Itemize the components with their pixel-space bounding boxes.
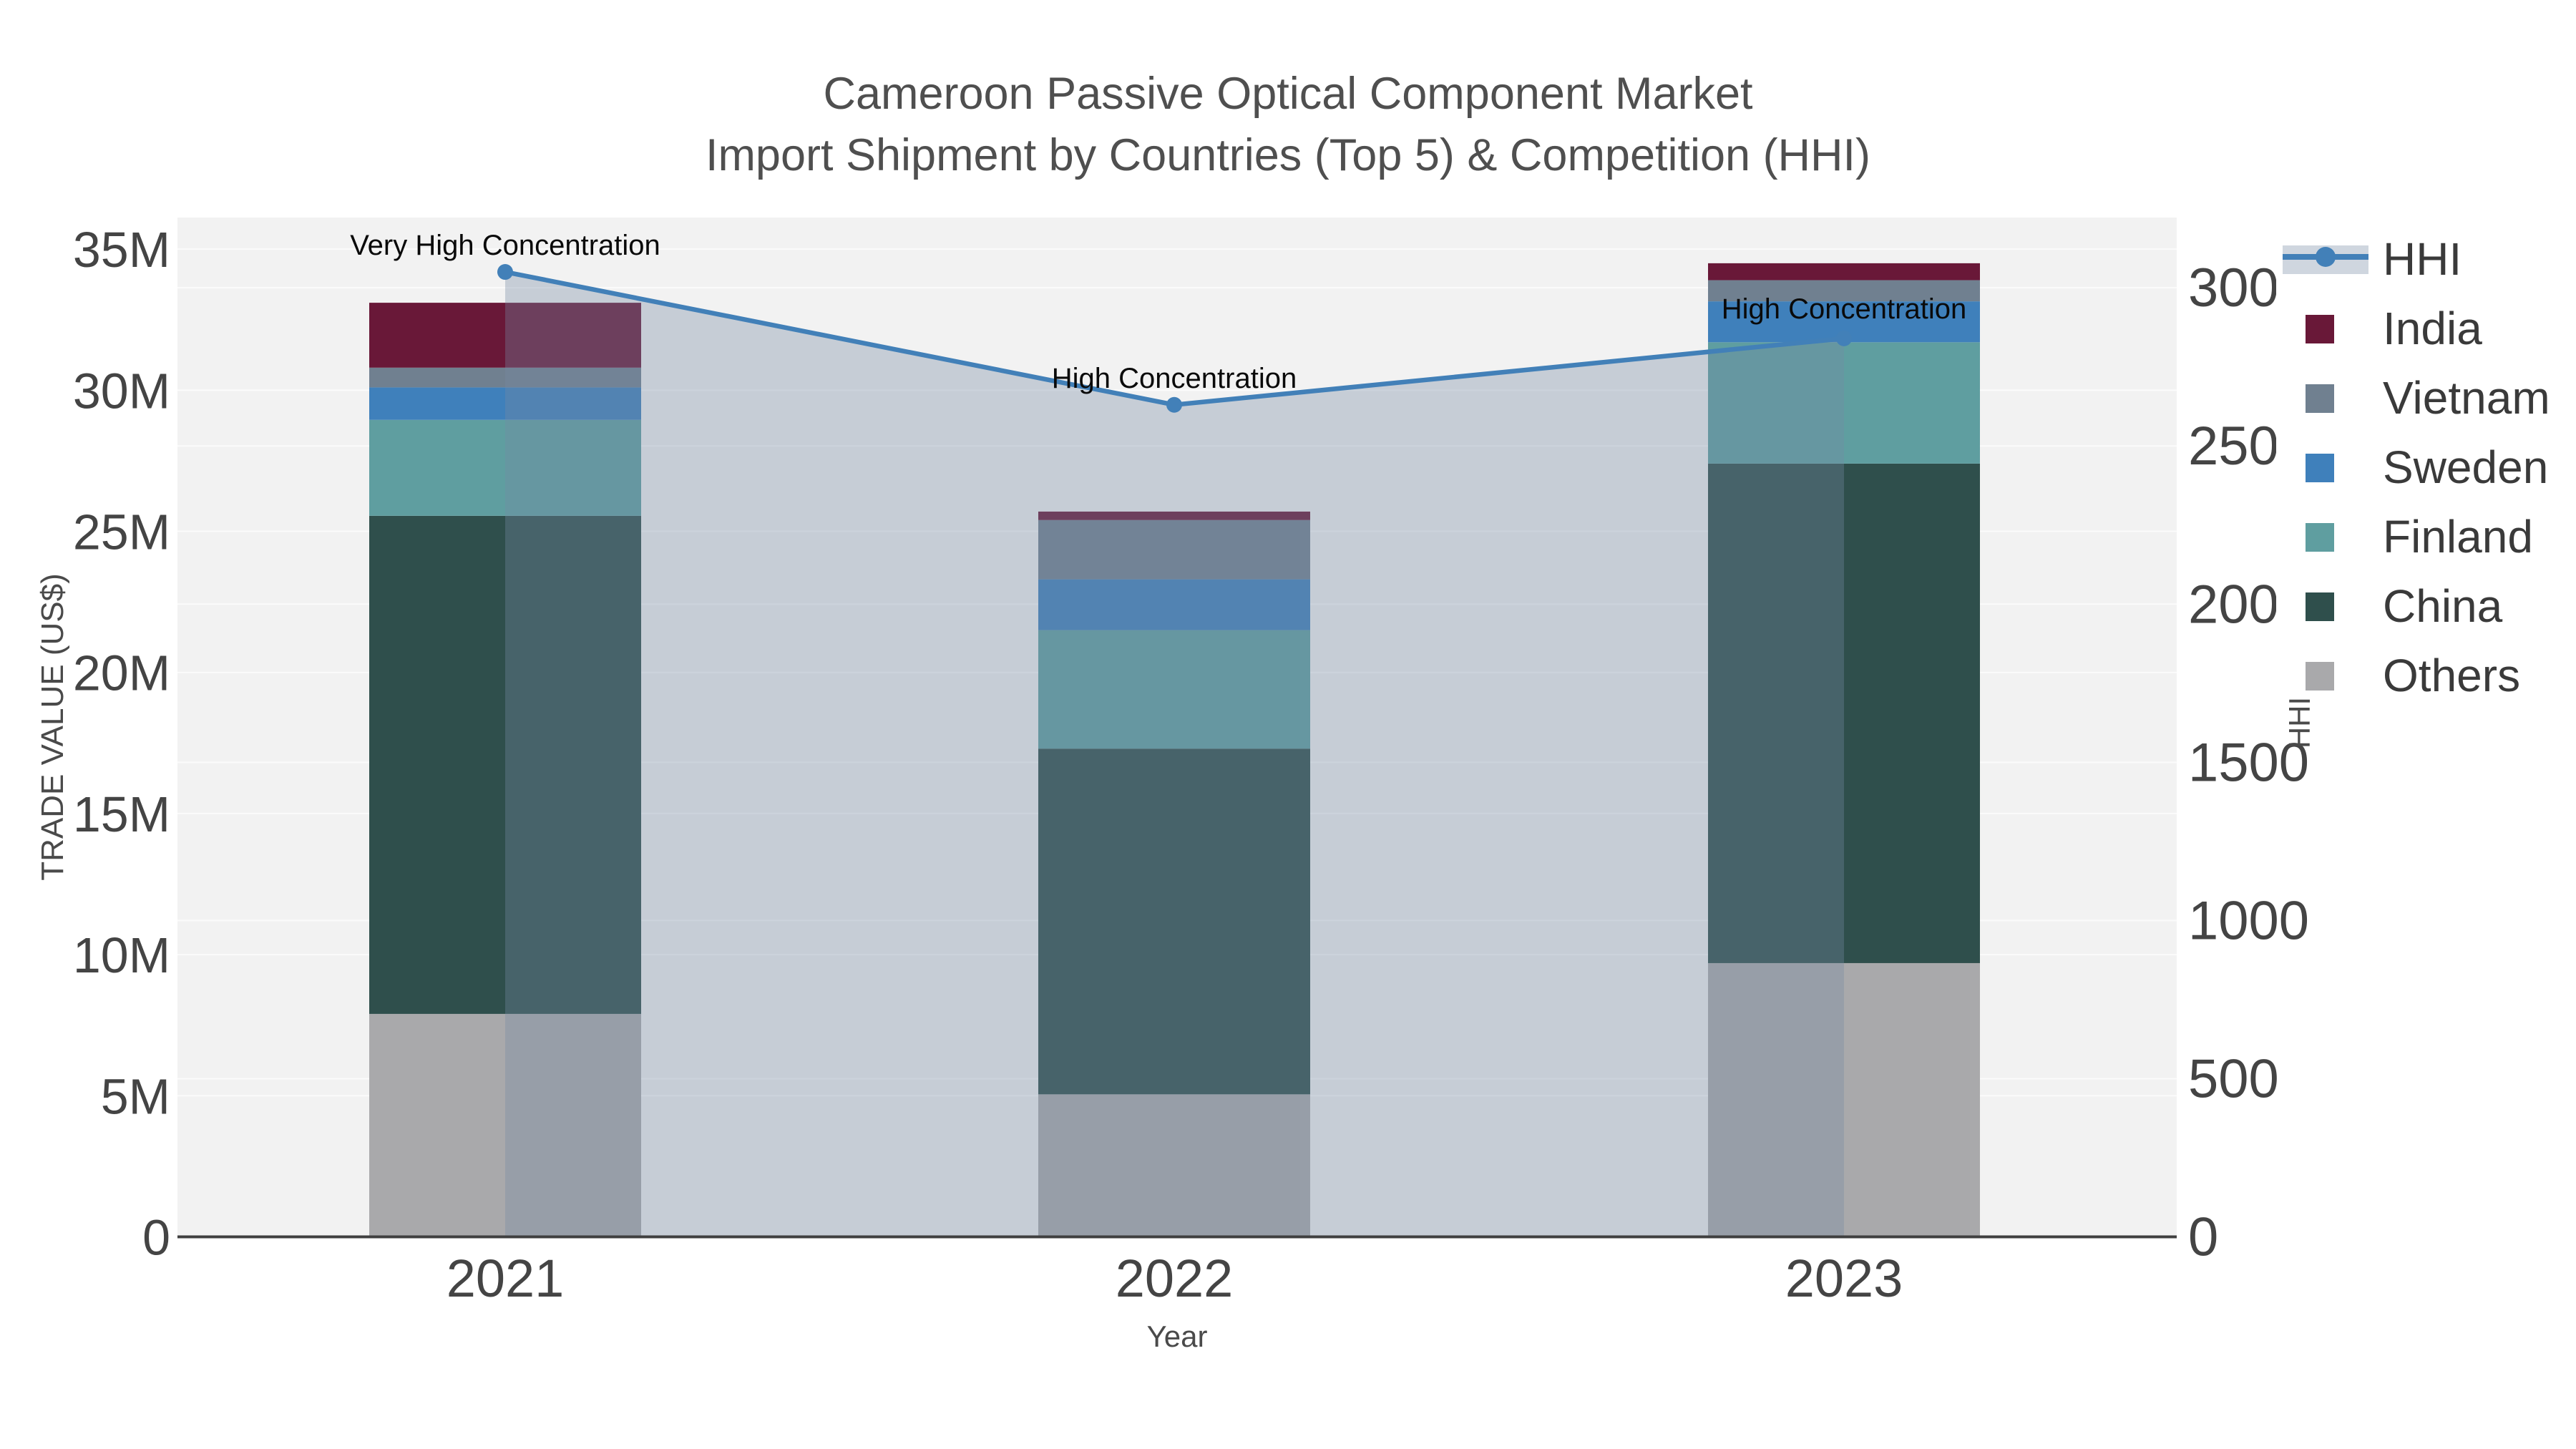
legend-item-sweden[interactable]: Sweden xyxy=(2306,441,2548,493)
hhi-marker-2023 xyxy=(1836,330,1852,346)
y2-axis-title: HHI xyxy=(2283,697,2316,748)
legend-swatch-vietnam xyxy=(2306,384,2334,413)
y1-tick-label: 25M xyxy=(73,504,170,560)
legend-swatch-sweden xyxy=(2306,454,2334,482)
hhi-marker-2021 xyxy=(497,264,513,280)
legend-hhi-marker-sample xyxy=(2316,247,2336,267)
bar-segment-india-2021 xyxy=(369,303,641,368)
y1-tick-label: 15M xyxy=(73,786,170,842)
legend-swatch-others xyxy=(2306,662,2334,691)
y1-tick-labels: 0 5M 10M 15M 20M 25M 30M 35M xyxy=(73,222,170,1265)
bar-segment-china-2022 xyxy=(1038,748,1310,1095)
bar-segment-vietnam-2021 xyxy=(369,367,641,388)
y1-axis-title: TRADE VALUE (US$) xyxy=(35,573,70,881)
y1-tick-label: 20M xyxy=(73,645,170,701)
y1-tick-label: 5M xyxy=(101,1068,170,1124)
y1-tick-label: 10M xyxy=(73,927,170,983)
annotation-2021: Very High Concentration xyxy=(350,230,660,261)
annotation-2022: High Concentration xyxy=(1052,363,1297,394)
bar-segment-sweden-2022 xyxy=(1038,579,1310,630)
legend-label-sweden: Sweden xyxy=(2383,441,2548,493)
bar-segment-finland-2021 xyxy=(369,419,641,516)
y2-tick-label: 0 xyxy=(2188,1207,2218,1268)
x-axis-title: Year xyxy=(1147,1319,1208,1353)
bar-segment-india-2022 xyxy=(1038,511,1310,520)
legend-item-india[interactable]: India xyxy=(2306,303,2482,354)
hhi-marker-2022 xyxy=(1166,396,1182,413)
y1-tick-label: 30M xyxy=(73,363,170,419)
legend-item-finland[interactable]: Finland xyxy=(2306,511,2533,562)
hhi-area-fill xyxy=(505,272,1844,1237)
bar-segment-china-2021 xyxy=(369,515,641,1014)
bar-segment-finland-2023 xyxy=(1708,342,1980,464)
y1-tick-label: 0 xyxy=(142,1210,170,1266)
bar-segment-vietnam-2022 xyxy=(1038,519,1310,580)
bar-segment-vietnam-2023 xyxy=(1708,280,1980,302)
bar-segment-china-2023 xyxy=(1708,463,1980,963)
legend-label-finland: Finland xyxy=(2383,511,2533,562)
bar-segment-sweden-2021 xyxy=(369,387,641,420)
legend-item-china[interactable]: China xyxy=(2306,580,2503,632)
bar-segment-others-2021 xyxy=(369,1013,641,1237)
legend-item-hhi[interactable]: HHI xyxy=(2283,233,2462,285)
legend-swatch-china xyxy=(2306,592,2334,621)
legend-label-india: India xyxy=(2383,303,2482,354)
y2-tick-label: 500 xyxy=(2188,1048,2279,1109)
legend-label-china: China xyxy=(2383,580,2503,632)
y1-tick-label: 35M xyxy=(73,222,170,278)
bar-segment-india-2023 xyxy=(1708,263,1980,280)
legend-item-vietnam[interactable]: Vietnam xyxy=(2306,372,2550,424)
bar-segment-finland-2022 xyxy=(1038,630,1310,749)
chart-subtitle: Import Shipment by Countries (Top 5) & C… xyxy=(706,130,1870,180)
x-tick-label-2023: 2023 xyxy=(1785,1249,1903,1308)
legend-swatch-finland xyxy=(2306,523,2334,552)
legend-label-vietnam: Vietnam xyxy=(2383,372,2550,424)
y2-tick-label: 1500 xyxy=(2188,732,2309,793)
legend-item-others[interactable]: Others xyxy=(2306,650,2520,701)
annotation-2023: High Concentration xyxy=(1722,293,1966,325)
x-tick-label-2022: 2022 xyxy=(1116,1249,1234,1308)
legend-label-others: Others xyxy=(2383,650,2520,701)
x-tick-labels: 2021 2022 2023 xyxy=(447,1249,1903,1308)
legend-label-hhi: HHI xyxy=(2383,233,2462,285)
x-tick-label-2021: 2021 xyxy=(447,1249,565,1308)
chart-title: Cameroon Passive Optical Component Marke… xyxy=(823,69,1753,119)
legend-swatch-india xyxy=(2306,315,2334,343)
bar-segment-others-2023 xyxy=(1708,962,1980,1237)
bar-segment-others-2022 xyxy=(1038,1094,1310,1237)
legend: HHI India Vietnam Sweden Finland China Others xyxy=(2276,229,2572,721)
y2-tick-label: 1000 xyxy=(2188,890,2309,951)
